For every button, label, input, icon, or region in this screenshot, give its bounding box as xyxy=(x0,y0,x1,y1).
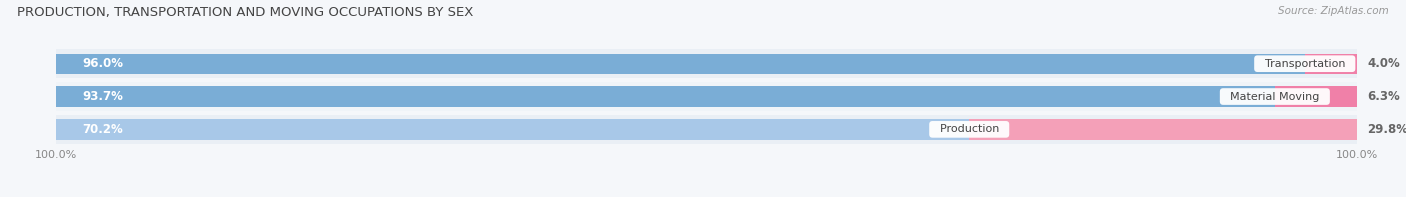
Bar xyxy=(969,119,1357,139)
Bar xyxy=(1275,86,1357,107)
Bar xyxy=(1305,54,1357,74)
Text: Source: ZipAtlas.com: Source: ZipAtlas.com xyxy=(1278,6,1389,16)
Bar xyxy=(56,119,969,139)
Text: 4.0%: 4.0% xyxy=(1367,57,1400,70)
Text: Material Moving: Material Moving xyxy=(1223,92,1326,101)
Text: 96.0%: 96.0% xyxy=(82,57,124,70)
Bar xyxy=(56,49,1357,78)
Bar xyxy=(56,82,1357,111)
Text: 29.8%: 29.8% xyxy=(1367,123,1406,136)
Bar xyxy=(56,115,1357,144)
Text: 6.3%: 6.3% xyxy=(1367,90,1400,103)
Text: 70.2%: 70.2% xyxy=(82,123,122,136)
Text: 93.7%: 93.7% xyxy=(82,90,124,103)
Text: PRODUCTION, TRANSPORTATION AND MOVING OCCUPATIONS BY SEX: PRODUCTION, TRANSPORTATION AND MOVING OC… xyxy=(17,6,474,19)
Bar xyxy=(56,54,1305,74)
Text: Transportation: Transportation xyxy=(1257,59,1353,69)
Text: Production: Production xyxy=(932,124,1005,134)
Bar xyxy=(56,86,1275,107)
